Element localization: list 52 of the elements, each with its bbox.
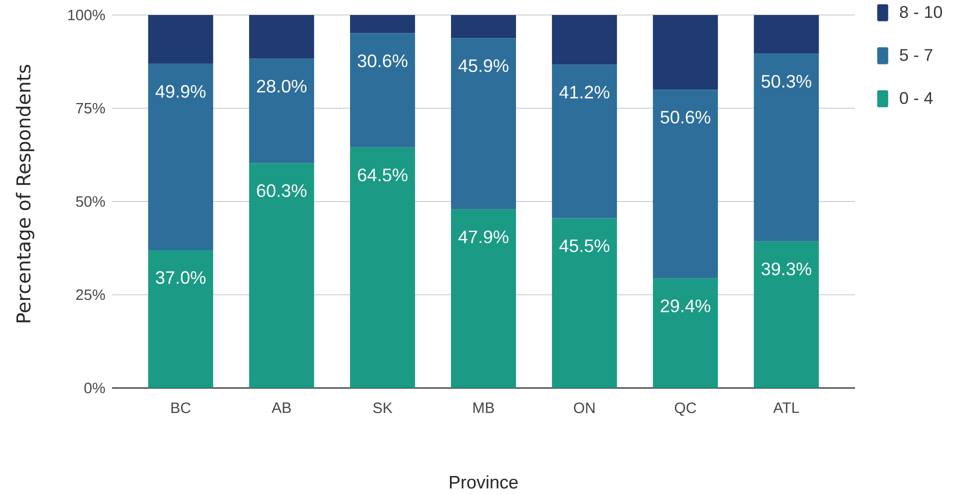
bar [451, 209, 516, 388]
data-label: 50.3% [762, 74, 812, 88]
bar [249, 163, 314, 388]
bar [148, 250, 214, 388]
bar [249, 58, 314, 164]
x-tick-label: SK [373, 402, 392, 414]
bar [148, 64, 214, 250]
data-label: 39.3% [762, 262, 812, 276]
bar [754, 241, 819, 388]
legend-label: 8 - 10 [900, 6, 942, 18]
bar [350, 147, 416, 388]
data-label: 60.3% [256, 184, 306, 198]
x-tick-label: BC [171, 402, 190, 414]
bar [451, 14, 516, 38]
data-label: 64.5% [358, 168, 408, 182]
bar [552, 14, 617, 65]
data-label: 28.0% [256, 80, 306, 93]
data-label: 41.2% [559, 86, 610, 98]
x-axis-title: Province [450, 475, 518, 489]
bar [652, 90, 718, 278]
x-tick-label: MB [473, 402, 494, 413]
data-label: 29.4% [660, 300, 710, 312]
x-tick-label: ON [574, 402, 594, 414]
y-tick-label: 0% [84, 382, 105, 394]
legend-label: 5 - 7 [900, 49, 932, 61]
data-label: 30.6% [358, 54, 408, 68]
bar [249, 14, 314, 59]
data-label: 37.0% [156, 271, 206, 284]
data-label: 45.9% [458, 59, 508, 72]
bar [552, 218, 617, 388]
data-label: 49.9% [156, 85, 206, 98]
bar [350, 14, 416, 34]
bar [652, 278, 718, 388]
x-tick-label: ATL [773, 402, 800, 413]
x-tick-label: QC [674, 402, 696, 416]
data-label: 45.5% [559, 239, 610, 252]
bar [451, 38, 516, 210]
y-tick-label: 50% [76, 196, 105, 207]
bar [754, 54, 819, 242]
data-label: 47.9% [458, 230, 508, 244]
bar [552, 64, 617, 218]
data-label: 50.6% [660, 110, 710, 124]
bar [148, 14, 214, 64]
bar [350, 33, 416, 148]
y-tick-label: 75% [76, 102, 105, 114]
y-axis-title: Percentage of Respondents [16, 64, 34, 322]
y-tick-label: 100% [68, 10, 105, 20]
legend-label: 0 - 4 [900, 92, 933, 104]
x-tick-label: AB [272, 402, 291, 413]
bar [754, 14, 819, 54]
y-tick-label: 25% [76, 289, 105, 300]
bar [652, 14, 718, 90]
